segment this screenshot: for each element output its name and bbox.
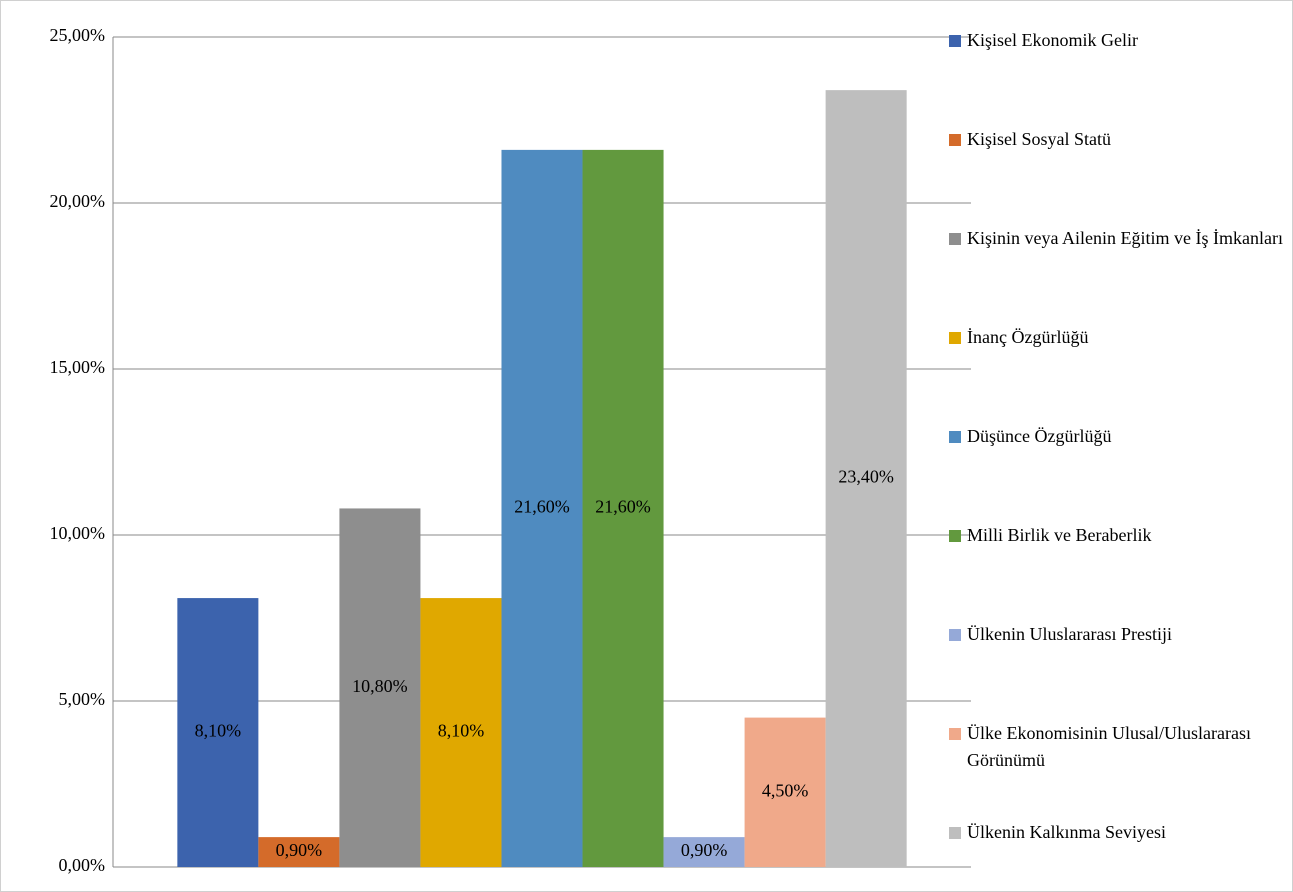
legend-label: Milli Birlik ve Beraberlik [967, 525, 1152, 545]
bar [258, 837, 340, 867]
legend-label: Ülke Ekonomisinin Ulusal/Uluslararası Gö… [967, 723, 1251, 770]
bar [825, 90, 907, 868]
legend-label: İnanç Özgürlüğü [967, 327, 1089, 347]
legend-marker [949, 629, 961, 641]
y-tick-label: 20,00% [50, 191, 106, 211]
bar [501, 149, 583, 867]
legend-marker [949, 431, 961, 443]
legend-marker [949, 35, 961, 47]
legend-marker [949, 827, 961, 839]
bar [177, 598, 259, 867]
legend-label: Düşünce Özgürlüğü [967, 426, 1112, 446]
y-tick-label: 25,00% [50, 25, 106, 45]
legend-label: Ülkenin Uluslararası Prestiji [967, 624, 1172, 644]
data-label: 21,60% [595, 497, 651, 517]
data-label: 8,10% [438, 721, 485, 741]
y-tick-label: 0,00% [59, 855, 106, 875]
legend-label: Ülkenin Kalkınma Seviyesi [967, 822, 1166, 842]
legend-marker [949, 728, 961, 740]
bar [420, 598, 502, 867]
legend-marker [949, 530, 961, 542]
data-label: 10,80% [352, 676, 408, 696]
data-label: 23,40% [838, 467, 894, 487]
y-tick-label: 5,00% [59, 689, 106, 709]
bar [744, 717, 826, 867]
bar [582, 149, 664, 867]
legend-marker [949, 332, 961, 344]
legend-label: Kişisel Ekonomik Gelir [967, 30, 1138, 50]
data-label: 21,60% [514, 497, 570, 517]
data-label: 8,10% [195, 721, 242, 741]
legend-label: Kişisel Sosyal Statü [967, 129, 1112, 149]
data-label: 4,50% [762, 780, 809, 800]
data-label: 0,90% [276, 840, 323, 860]
y-tick-label: 15,00% [50, 357, 106, 377]
y-tick-label: 10,00% [50, 523, 106, 543]
legend-marker [949, 134, 961, 146]
data-label: 0,90% [681, 840, 728, 860]
legend-marker [949, 233, 961, 245]
bar [339, 508, 421, 867]
legend-label: Kişinin veya Ailenin Eğitim ve İş İmkanl… [967, 228, 1283, 248]
bar [663, 837, 745, 867]
